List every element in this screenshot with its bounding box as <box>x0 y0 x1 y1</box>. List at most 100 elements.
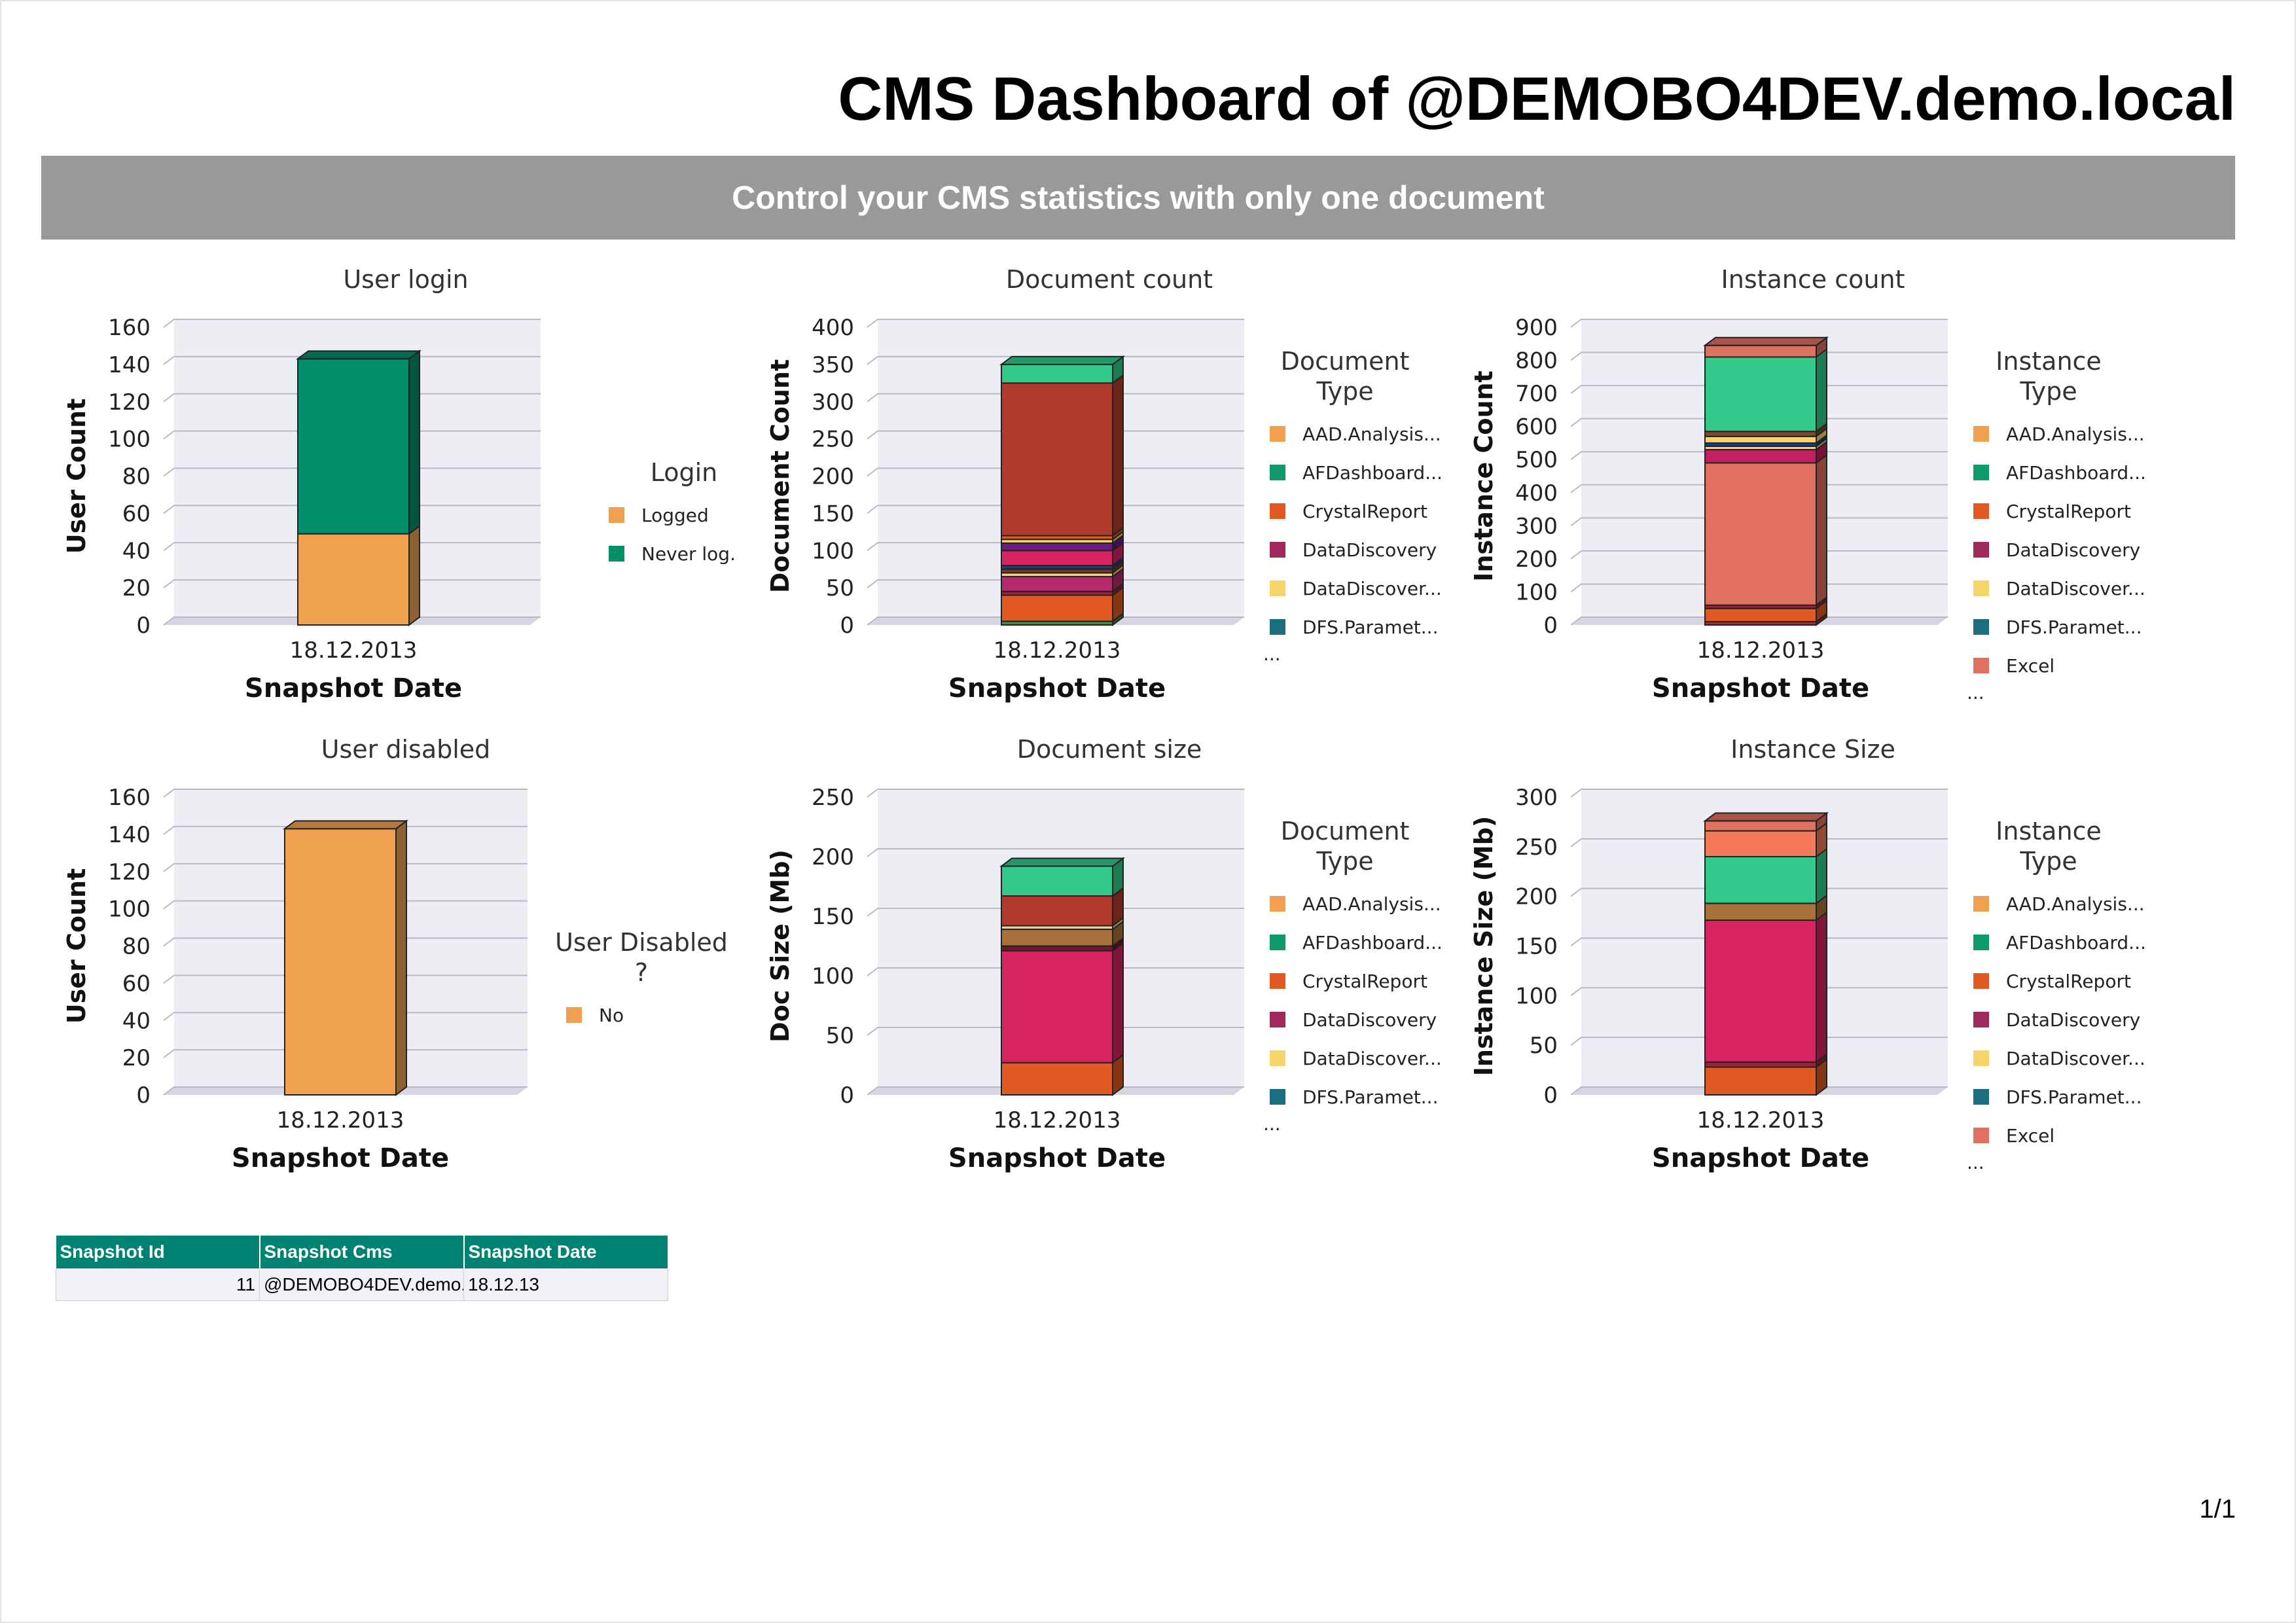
legend-swatch <box>1973 465 1989 480</box>
chart-svg: Instance Size 0 50 100 150 200 250 300 Instance … <box>1469 735 2146 1173</box>
column-header: Snapshot Cms <box>259 1236 465 1269</box>
y-tick-label: 0 <box>840 1082 854 1109</box>
legend-swatch <box>1973 619 1989 635</box>
y-axis-label: User Count <box>62 399 91 554</box>
snapshot-id-cell: 11 <box>56 1268 260 1301</box>
gridline <box>163 789 528 798</box>
chart-title: Document size <box>1017 735 1202 764</box>
gridline <box>867 319 1244 328</box>
chart-svg: User login 0 20 40 60 80 100 120 140 160 User Coun… <box>62 265 736 704</box>
legend-swatch <box>566 1007 582 1023</box>
y-tick-label: 200 <box>1515 884 1558 910</box>
y-tick-label: 200 <box>812 844 854 870</box>
y-tick-label: 40 <box>122 538 151 564</box>
bar-segment <box>1001 887 1124 927</box>
y-tick-label: 140 <box>108 352 151 378</box>
chart-svg: Instance count 0 100 200 300 400 500 600 700 800 9… <box>1469 265 2146 704</box>
y-axis-label: Instance Count <box>1469 370 1498 581</box>
legend-label: Logged <box>641 505 709 526</box>
y-tick-label: 0 <box>136 1082 151 1109</box>
y-tick-label: 0 <box>136 613 151 639</box>
bar-segment <box>1704 454 1827 607</box>
y-tick-label: 200 <box>1515 546 1558 573</box>
chart-title: Document count <box>1006 265 1213 294</box>
gridline <box>1570 319 1948 328</box>
legend-title: Document Type <box>1281 817 1410 876</box>
bar-segment <box>1704 847 1827 905</box>
chart-title: Instance count <box>1721 265 1905 294</box>
x-axis-label: Snapshot Date <box>948 1143 1166 1173</box>
x-axis-label: Snapshot Date <box>245 673 462 704</box>
chart-title: User disabled <box>321 735 491 764</box>
y-tick-label: 700 <box>1515 381 1558 407</box>
x-axis-label: Snapshot Date <box>232 1143 449 1173</box>
y-tick-label: 100 <box>108 897 151 923</box>
legend-label: DataDiscover... <box>2006 1048 2145 1069</box>
bar-segment <box>1001 857 1124 898</box>
y-tick-label: 50 <box>1530 1033 1558 1059</box>
chart-document-count: Document count 0 50 100 150 200 250 300 350 400 Do… <box>762 255 1456 713</box>
legend-label: AAD.Analysis... <box>2006 423 2145 445</box>
y-tick-label: 500 <box>1515 447 1558 473</box>
chart-user-login: User login 0 20 40 60 80 100 120 140 160 User Coun… <box>59 255 753 713</box>
y-tick-label: 400 <box>1515 480 1558 507</box>
legend-swatch <box>1270 896 1285 912</box>
chart-svg: Document size 0 50 100 150 200 250 Doc Size (Mb… <box>766 735 1443 1173</box>
bar-segment <box>1704 348 1827 433</box>
y-tick-label: 0 <box>1543 613 1558 639</box>
gridline <box>163 1012 528 1022</box>
gridline <box>163 825 528 835</box>
y-tick-label: 100 <box>812 963 854 990</box>
legend-label: AFDashboard... <box>2006 932 2146 954</box>
legend-swatch <box>609 546 624 562</box>
chart-user-disabled: User disabled 0 20 40 60 80 100 120 140 160 User C… <box>59 725 753 1183</box>
y-axis-label: Instance Size (Mb) <box>1469 816 1498 1076</box>
bar-top <box>1703 812 1829 822</box>
legend-label: CrystalReport <box>1302 501 1427 522</box>
legend-swatch <box>1973 896 1989 912</box>
chart-title: User login <box>343 265 468 294</box>
gridline <box>163 1086 528 1096</box>
legend-label: Never log. <box>641 543 736 565</box>
legend-title: Instance Type <box>1996 817 2102 876</box>
snapshot-table: Snapshot Id Snapshot Cms Snapshot Date 1… <box>56 1236 669 1301</box>
bar-segment <box>1001 1053 1124 1096</box>
legend-more: ... <box>1967 682 1984 704</box>
y-tick-label: 350 <box>812 352 854 378</box>
y-tick-label: 800 <box>1515 348 1558 374</box>
legend-swatch <box>1973 1050 1989 1066</box>
legend-title: Document Type <box>1281 347 1410 406</box>
table-row: 11 @DEMOBO4DEV.demo.local 18.12.13 <box>56 1268 668 1301</box>
gridline <box>163 1049 528 1058</box>
y-tick-label: 300 <box>1515 513 1558 539</box>
bar-segment <box>1704 1058 1827 1096</box>
gridline <box>867 789 1244 798</box>
legend-swatch <box>1270 973 1285 989</box>
legend-label: DFS.Paramet... <box>1302 616 1438 638</box>
y-tick-label: 150 <box>1515 934 1558 960</box>
legend-label: DataDiscovery <box>2006 1009 2140 1031</box>
x-tick-label: 18.12.2013 <box>1697 1107 1825 1133</box>
gridline <box>1570 789 1948 798</box>
y-tick-label: 100 <box>812 538 854 564</box>
legend-swatch <box>1973 1089 1989 1105</box>
legend-label: AFDashboard... <box>2006 462 2146 484</box>
legend-more: ... <box>1263 643 1281 665</box>
legend-swatch <box>609 507 624 523</box>
bar-segment <box>1704 894 1827 922</box>
legend-label: AFDashboard... <box>1302 462 1443 484</box>
chart-instance-size: Instance Size 0 50 100 150 200 250 300 Instance … <box>1466 725 2160 1183</box>
legend-swatch <box>1270 935 1285 950</box>
y-tick-label: 50 <box>826 575 854 601</box>
chart-svg: Document count 0 50 100 150 200 250 300 350 400 Do… <box>766 265 1443 704</box>
legend-label: DataDiscovery <box>1302 1009 1437 1031</box>
chart-document-size: Document size 0 50 100 150 200 250 Doc Size (Mb… <box>762 725 1456 1183</box>
legend-swatch <box>1973 542 1989 558</box>
legend-swatch <box>1270 542 1285 558</box>
y-tick-label: 50 <box>826 1023 854 1049</box>
legend-label: No <box>599 1005 624 1026</box>
legend-label: DFS.Paramet... <box>1302 1086 1438 1108</box>
legend-label: DataDiscover... <box>1302 1048 1442 1069</box>
x-tick-label: 18.12.2013 <box>994 637 1121 664</box>
